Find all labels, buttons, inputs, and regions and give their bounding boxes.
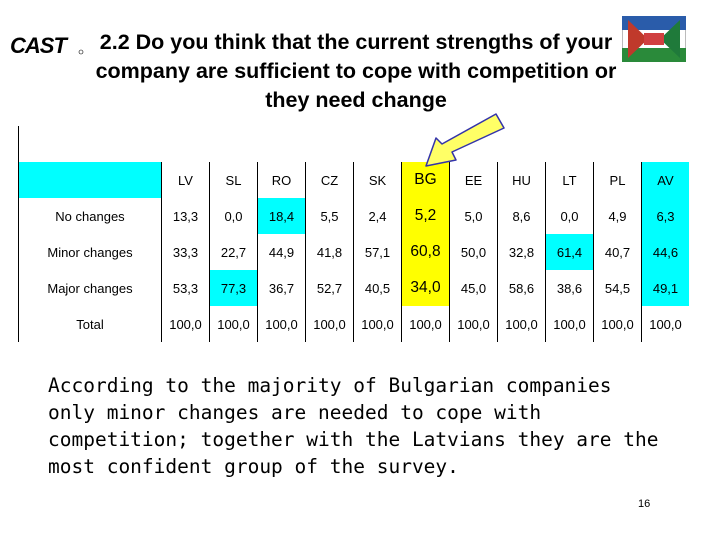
table-cell: 100,0 — [641, 306, 689, 342]
table-cell: 44,6 — [641, 234, 689, 270]
table-cell: 18,4 — [257, 198, 306, 234]
header-bg: BG — [401, 162, 450, 198]
table-cell: 100,0 — [161, 306, 210, 342]
table-cell: 41,8 — [305, 234, 354, 270]
summary-text: According to the majority of Bulgarian c… — [48, 374, 659, 478]
table-cell: 49,1 — [641, 270, 689, 306]
partner-emblem-icon — [622, 16, 686, 62]
table-cell: 60,8 — [401, 234, 450, 270]
cast-logo: CAST — [10, 33, 84, 58]
header-cz: CZ — [305, 162, 354, 198]
table-row: No changes 13,3 0,0 18,4 5,5 2,4 5,2 5,0… — [18, 198, 689, 234]
table-row: Total 100,0 100,0 100,0 100,0 100,0 100,… — [18, 306, 689, 342]
table-cell: 6,3 — [641, 198, 689, 234]
table-cell: 2,4 — [353, 198, 402, 234]
table-cell: 38,6 — [545, 270, 594, 306]
table-cell: 0,0 — [545, 198, 594, 234]
table-cell: 50,0 — [449, 234, 498, 270]
table-cell: 8,6 — [497, 198, 546, 234]
table-cell: 36,7 — [257, 270, 306, 306]
header-sl: SL — [209, 162, 258, 198]
table-cell: 100,0 — [353, 306, 402, 342]
table-cell: 40,7 — [593, 234, 642, 270]
table-row: Major changes 53,3 77,3 36,7 52,7 40,5 3… — [18, 270, 689, 306]
table-cell: 53,3 — [161, 270, 210, 306]
table-cell: 100,0 — [545, 306, 594, 342]
results-table: LV SL RO CZ SK BG EE HU LT PL AV No chan… — [18, 162, 689, 342]
header-hu: HU — [497, 162, 546, 198]
table-cell: 5,2 — [401, 198, 450, 234]
table-cell: 45,0 — [449, 270, 498, 306]
table-cell: 40,5 — [353, 270, 402, 306]
table-cell: 52,7 — [305, 270, 354, 306]
table-cell: 4,9 — [593, 198, 642, 234]
table-cell: 5,0 — [449, 198, 498, 234]
table-cell: 22,7 — [209, 234, 258, 270]
table-cell: 100,0 — [305, 306, 354, 342]
table-cell: 58,6 — [497, 270, 546, 306]
table-cell: 100,0 — [593, 306, 642, 342]
header-corner — [18, 162, 162, 198]
table-cell: 100,0 — [257, 306, 306, 342]
table-cell: 57,1 — [353, 234, 402, 270]
table-cell: 61,4 — [545, 234, 594, 270]
table-cell: 100,0 — [401, 306, 450, 342]
table-frame — [18, 126, 19, 162]
table-cell: 32,8 — [497, 234, 546, 270]
page-number: 16 — [638, 498, 651, 510]
row-label: Major changes — [18, 270, 162, 306]
row-label: Minor changes — [18, 234, 162, 270]
header-ro: RO — [257, 162, 306, 198]
table-cell: 100,0 — [449, 306, 498, 342]
table-cell: 34,0 — [401, 270, 450, 306]
table-cell: 0,0 — [209, 198, 258, 234]
table-header-row: LV SL RO CZ SK BG EE HU LT PL AV — [18, 162, 689, 198]
header-av: AV — [641, 162, 689, 198]
callout-arrow-icon — [425, 113, 505, 167]
header-lv: LV — [161, 162, 210, 198]
svg-text:CAST: CAST — [10, 33, 68, 58]
table-cell: 13,3 — [161, 198, 210, 234]
row-label: Total — [18, 306, 162, 342]
table-cell: 77,3 — [209, 270, 258, 306]
table-row: Minor changes 33,3 22,7 44,9 41,8 57,1 6… — [18, 234, 689, 270]
row-label: No changes — [18, 198, 162, 234]
header-pl: PL — [593, 162, 642, 198]
table-cell: 5,5 — [305, 198, 354, 234]
table-cell: 100,0 — [497, 306, 546, 342]
table-cell: 54,5 — [593, 270, 642, 306]
header-lt: LT — [545, 162, 594, 198]
header-sk: SK — [353, 162, 402, 198]
page-title: 2.2 Do you think that the current streng… — [95, 30, 617, 112]
table-cell: 33,3 — [161, 234, 210, 270]
header-ee: EE — [449, 162, 498, 198]
table-cell: 100,0 — [209, 306, 258, 342]
table-cell: 44,9 — [257, 234, 306, 270]
